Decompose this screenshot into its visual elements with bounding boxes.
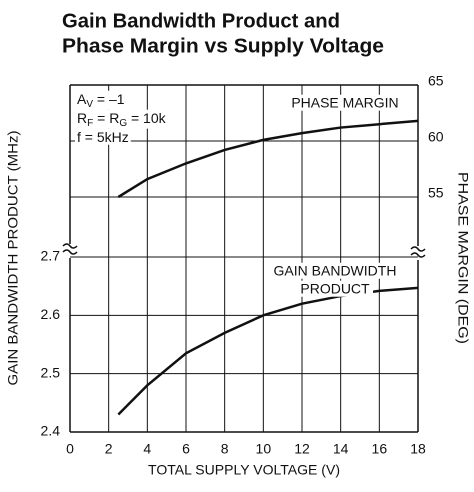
label-background xyxy=(297,280,374,297)
x-tick-label: 4 xyxy=(143,441,151,457)
annotation-background xyxy=(75,128,131,145)
x-tick-label: 12 xyxy=(294,441,310,457)
annotation-part: f = 5kHz xyxy=(77,129,129,145)
data-line xyxy=(117,286,419,416)
series-label: GAIN BANDWIDTH xyxy=(274,263,397,279)
annotation-part: = –1 xyxy=(93,91,125,107)
annotation: f = 5kHz xyxy=(77,129,129,145)
annotation: AV = –1 xyxy=(77,91,125,110)
y-axis-label: GAIN BANDWIDTH PRODUCT (MHz) xyxy=(5,131,21,386)
label-background xyxy=(288,94,402,111)
annotation-part: F xyxy=(87,118,93,129)
x-tick-label: 0 xyxy=(66,441,74,457)
y2-tick-label: 55 xyxy=(428,185,444,201)
x-tick-label: 10 xyxy=(256,441,272,457)
y-tick-label: 2.6 xyxy=(41,306,61,322)
annotation-background xyxy=(75,109,169,129)
annotation: RF = RG = 10k xyxy=(77,110,167,129)
annotation-part: R xyxy=(77,110,87,126)
x-tick-label: 16 xyxy=(372,441,388,457)
annotation-background xyxy=(75,90,127,110)
annotation-part: = R xyxy=(93,110,119,126)
data-line xyxy=(117,119,419,199)
x-axis-label: TOTAL SUPPLY VOLTAGE (V) xyxy=(148,462,340,478)
y-tick-label: 2.4 xyxy=(41,423,61,439)
y2-tick-label: 65 xyxy=(428,73,444,89)
y2-tick-label: 60 xyxy=(428,129,444,145)
label-background xyxy=(270,262,400,279)
x-tick-label: 8 xyxy=(221,441,229,457)
y-tick-label: 2.5 xyxy=(41,364,61,380)
annotation-part: = 10k xyxy=(127,110,167,126)
annotation-part: V xyxy=(86,99,93,110)
x-tick-label: 6 xyxy=(182,441,190,457)
x-tick-label: 14 xyxy=(333,441,349,457)
chart-title: Gain Bandwidth Product and xyxy=(62,10,340,32)
x-tick-label: 2 xyxy=(105,441,113,457)
y-tick-label: 2.7 xyxy=(41,248,61,264)
annotation-part: G xyxy=(119,118,127,129)
x-tick-label: 18 xyxy=(410,441,426,457)
series-label: PHASE MARGIN xyxy=(291,95,398,111)
y2-axis-label: PHASE MARGIN (DEG) xyxy=(455,172,471,344)
chart-title: Phase Margin vs Supply Voltage xyxy=(62,35,384,57)
annotation-part: A xyxy=(77,91,87,107)
series-label: PRODUCT xyxy=(300,281,370,297)
